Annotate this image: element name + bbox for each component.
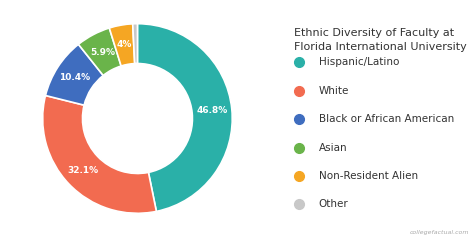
Text: Hispanic/Latino: Hispanic/Latino bbox=[319, 57, 399, 67]
Text: 46.8%: 46.8% bbox=[196, 106, 228, 115]
Text: 32.1%: 32.1% bbox=[68, 166, 99, 175]
Wedge shape bbox=[137, 24, 232, 211]
Text: White: White bbox=[319, 86, 349, 96]
Text: Ethnic Diversity of Faculty at
Florida International University: Ethnic Diversity of Faculty at Florida I… bbox=[294, 28, 466, 52]
Text: 4%: 4% bbox=[117, 40, 132, 49]
Wedge shape bbox=[109, 24, 135, 66]
Text: Other: Other bbox=[319, 199, 348, 210]
Wedge shape bbox=[46, 44, 103, 105]
Wedge shape bbox=[133, 24, 137, 64]
Text: 10.4%: 10.4% bbox=[59, 73, 90, 82]
Text: Non-Resident Alien: Non-Resident Alien bbox=[319, 171, 418, 181]
Wedge shape bbox=[43, 96, 156, 213]
Text: Asian: Asian bbox=[319, 142, 347, 153]
Text: 5.9%: 5.9% bbox=[90, 48, 115, 57]
Text: collegefactual.com: collegefactual.com bbox=[410, 230, 469, 235]
Text: Black or African American: Black or African American bbox=[319, 114, 454, 124]
Wedge shape bbox=[78, 28, 121, 75]
